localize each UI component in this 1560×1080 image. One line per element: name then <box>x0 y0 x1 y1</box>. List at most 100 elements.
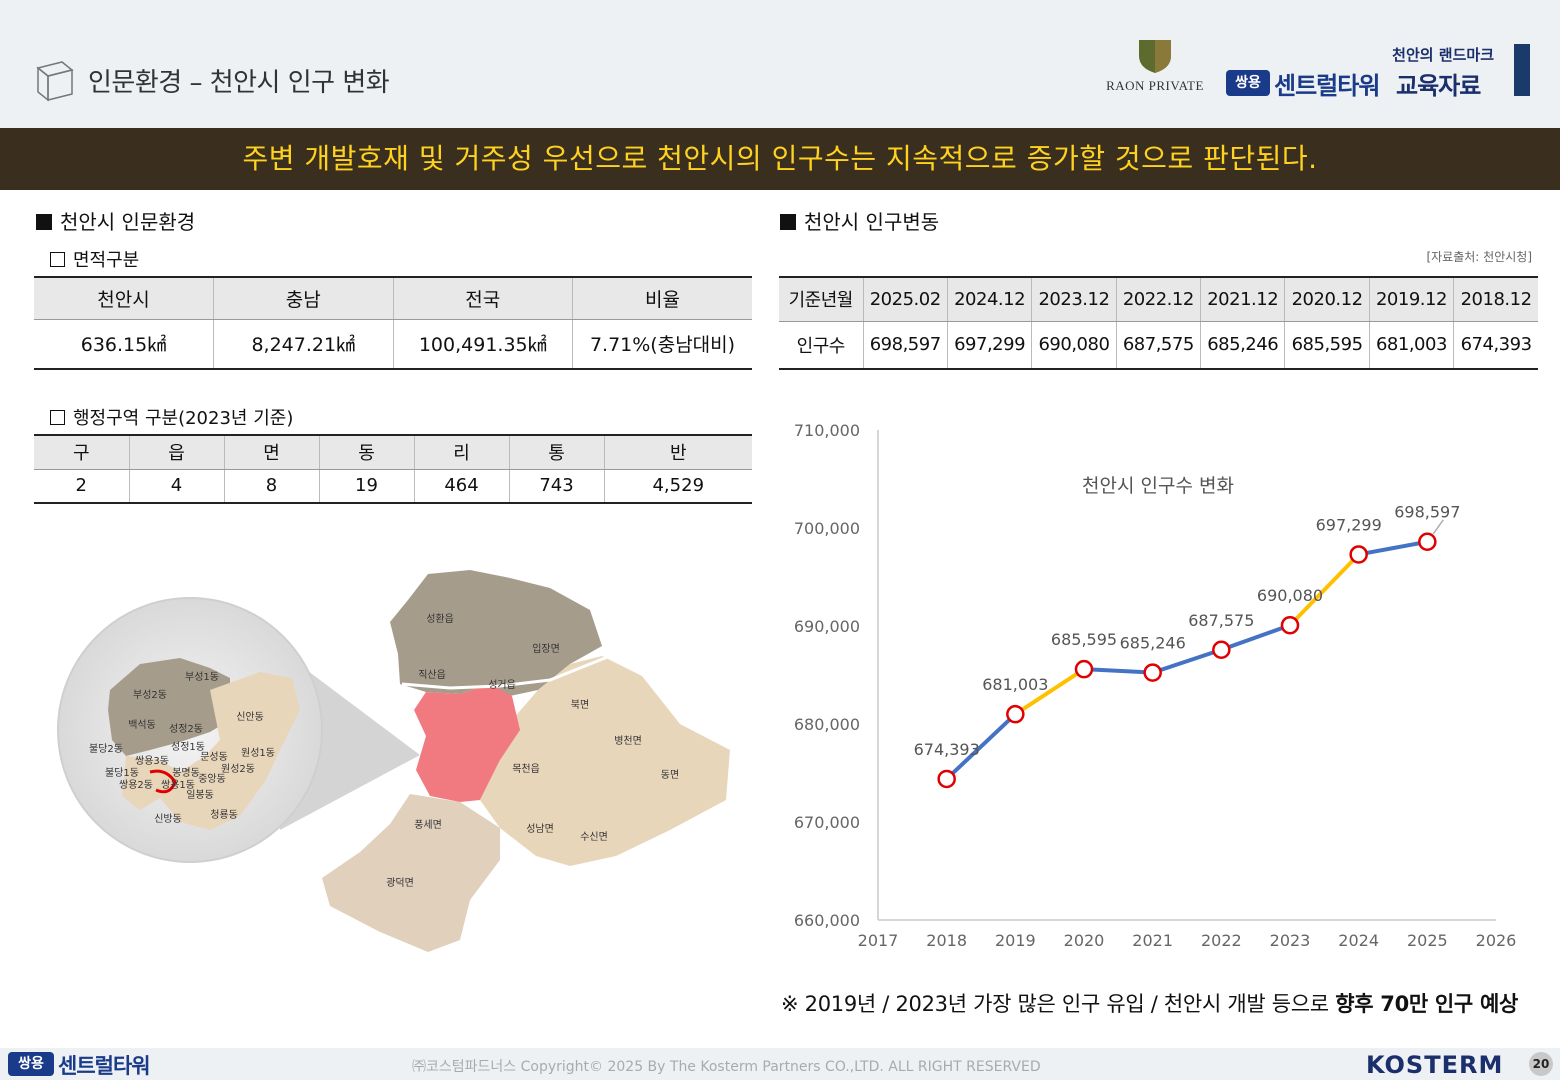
left-section-title: 천안시 인문환경 <box>36 206 195 235</box>
map-label: 쌍용3동 <box>135 755 169 767</box>
map-label: 성남면 <box>526 823 554 835</box>
admin-subtitle-text: 행정구역 구분(2023년 기준) <box>73 408 294 429</box>
y-tick-label: 690,000 <box>794 617 860 636</box>
checkbox-outline-icon <box>50 252 65 267</box>
raon-private-logo: RAON PRIVATE <box>1096 38 1214 98</box>
left-section-title-text: 천안시 인문환경 <box>60 210 196 234</box>
table-header-cell: 2024.12 <box>947 277 1033 322</box>
series-line-segment <box>1150 647 1224 675</box>
table-cell: 690,080 <box>1031 321 1117 369</box>
table-cell: 698,597 <box>863 321 948 369</box>
map-label: 부성2동 <box>133 689 167 701</box>
x-tick-label: 2025 <box>1407 931 1448 950</box>
data-label: 681,003 <box>982 675 1048 694</box>
data-point <box>1418 532 1437 551</box>
map-label: 직산읍 <box>418 669 446 681</box>
map-label: 북면 <box>571 699 589 711</box>
map-label: 문성동 <box>200 751 228 763</box>
label-leader-line <box>1432 519 1444 535</box>
map-label: 원성1동 <box>241 747 275 759</box>
table-header-cell: 2019.12 <box>1369 277 1455 322</box>
table-header-cell: 2020.12 <box>1284 277 1370 322</box>
map-label: 원성2동 <box>221 763 255 775</box>
page-title: 인문환경 – 천안시 인구 변화 <box>88 68 390 98</box>
map-label: 일봉동 <box>186 789 214 801</box>
area-subtitle-text: 면적구분 <box>73 250 140 271</box>
brand-tagline: 천안의 랜드마크 <box>1392 46 1494 64</box>
footnote-emphasis: 향후 70만 인구 예상 <box>1335 992 1518 1016</box>
map-label: 중앙동 <box>198 773 226 785</box>
map-label: 백석동 <box>128 719 156 731</box>
data-point <box>1143 663 1162 682</box>
table-row: 2 4 8 19 464 743 4,529 <box>34 469 752 503</box>
map-label: 쌍용1동 <box>161 779 195 791</box>
table-header-cell: 구 <box>34 435 130 470</box>
data-label: 697,299 <box>1316 515 1382 534</box>
series-line-segment <box>1288 552 1361 628</box>
series-line-segment <box>1082 667 1155 675</box>
table-header-row: 구 읍 면 동 리 통 반 <box>34 435 752 470</box>
table-header-cell: 2018.12 <box>1453 277 1538 322</box>
table-cell: 4,529 <box>652 475 705 497</box>
table-cell: 687,575 <box>1116 321 1202 369</box>
table-cell: 2 <box>34 469 130 503</box>
raon-label: RAON PRIVATE <box>1106 78 1204 93</box>
table-header-cell: 리 <box>414 435 510 470</box>
map-label: 풍세면 <box>414 819 442 831</box>
central-urban-region <box>414 684 520 802</box>
southwest-region <box>322 794 500 952</box>
map-label: 광덕면 <box>386 877 414 889</box>
admin-subtitle: 행정구역 구분(2023년 기준) <box>50 404 293 430</box>
table-cell: 19 <box>319 469 415 503</box>
table-row: 인구수 698,597 697,299 690,080 687,575 685,… <box>779 321 1538 369</box>
zoom-west-region <box>108 658 230 756</box>
data-label: 690,080 <box>1257 586 1323 605</box>
x-tick-label: 2017 <box>858 931 899 950</box>
headline-banner: 주변 개발호재 및 거주성 우선으로 천안시의 인구수는 지속적으로 증가할 것… <box>0 128 1560 190</box>
table-cell: 685,246 <box>1200 321 1286 369</box>
brand-name: 센트럴타워 <box>1274 72 1380 100</box>
table-header-row: 기준년월 2025.02 2024.12 2023.12 2022.12 202… <box>779 277 1538 322</box>
map-label: 신안동 <box>236 711 264 723</box>
table-header-cell: 전국 <box>393 277 573 320</box>
map-label: 입장면 <box>532 642 560 655</box>
footer-brand: 센트럴타워 <box>58 1054 151 1078</box>
map-label: 불당2동 <box>89 743 123 755</box>
chart-title: 천안시 인구수 변화 <box>1082 475 1234 497</box>
table-cell: 8,247.21㎢ <box>213 319 394 369</box>
table-cell: 인구수 <box>779 321 864 369</box>
y-tick-label: 670,000 <box>794 813 860 832</box>
chart-labels: 674,393 681,003 685,595 685,246687,575690,0… <box>914 503 1461 759</box>
chart-lines <box>944 519 1444 781</box>
data-point <box>1006 704 1025 724</box>
table-cell: 464 <box>414 469 510 503</box>
table-header-cell: 동 <box>319 435 415 470</box>
y-tick-label: 710,000 <box>794 421 860 440</box>
table-header-cell: 통 <box>509 435 605 470</box>
table-cell: 7.71%(충남대비) <box>589 334 736 357</box>
map-label: 성환읍 <box>426 613 454 625</box>
brand-badge: 쌍용 <box>1226 70 1270 96</box>
x-tick-label: 2021 <box>1132 931 1173 950</box>
data-label: 674,393 <box>914 740 980 759</box>
data-point <box>937 769 956 789</box>
data-point <box>1349 545 1368 564</box>
brand-block: 천안의 랜드마크 쌍용 센트럴타워 교육자료 <box>1222 42 1502 102</box>
table-cell: 685,595 <box>1284 321 1370 369</box>
source-note: [자료출처: 천안시청] <box>1426 250 1532 264</box>
footer: 쌍용 센트럴타워 ㈜코스텀파드너스 Copyright© 2025 By The… <box>0 1048 1560 1080</box>
table-cell: 681,003 <box>1369 321 1455 369</box>
population-table: 기준년월 2025.02 2024.12 2023.12 2022.12 202… <box>779 276 1538 370</box>
kosterm-logo: KOSTERM <box>1366 1051 1504 1079</box>
x-tick-label: 2022 <box>1201 931 1242 950</box>
series-line-segment <box>1013 667 1086 717</box>
map-label: 병천면 <box>614 735 642 747</box>
table-cell: 743 <box>509 469 605 503</box>
series-line-segment <box>1219 623 1292 652</box>
series-line-segment <box>944 712 1018 781</box>
table-cell: 100,491.35㎢ <box>393 319 573 369</box>
checkbox-outline-icon <box>50 410 65 425</box>
data-label: 698,597 <box>1394 503 1460 522</box>
series-line-segment <box>1356 539 1430 557</box>
